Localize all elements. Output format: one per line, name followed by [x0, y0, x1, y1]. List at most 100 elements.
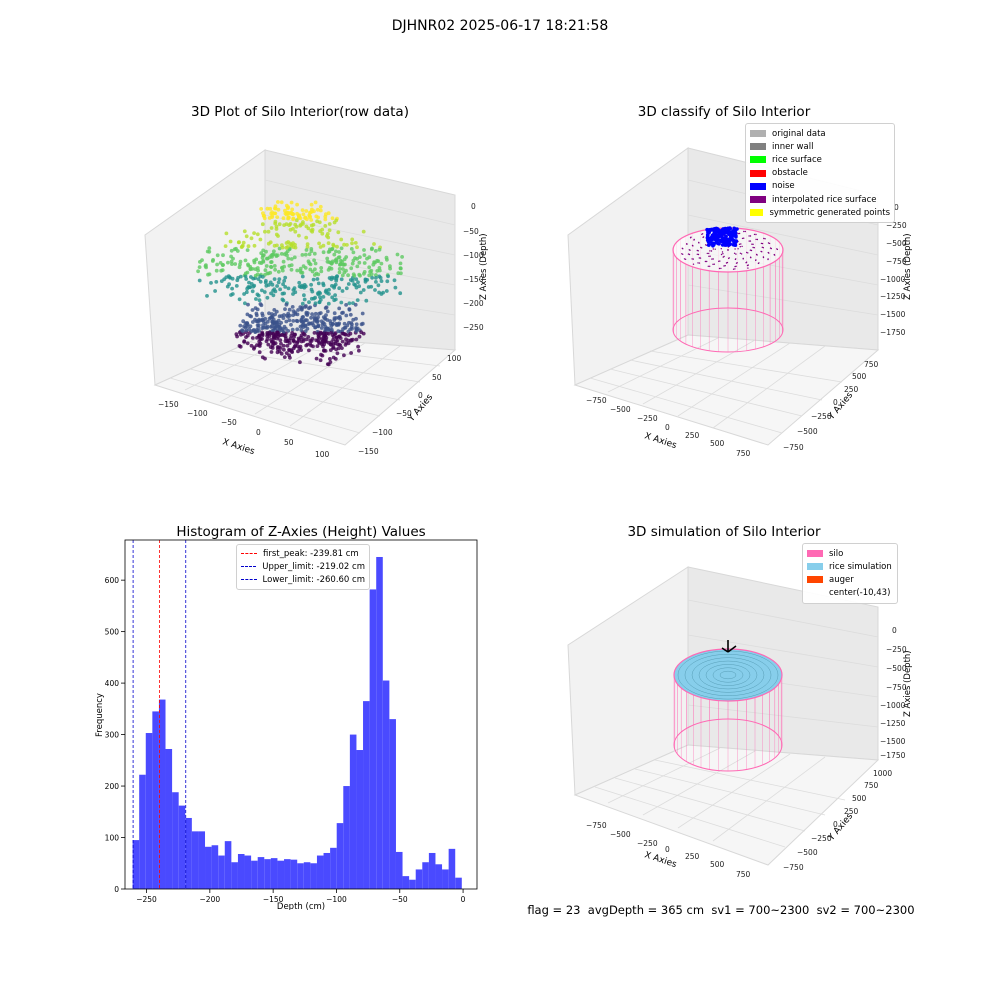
noise-point: [711, 241, 716, 246]
raw-point: [297, 337, 302, 342]
raw-point: [332, 220, 337, 225]
sv1-value: sv1 = 700~2300: [711, 903, 810, 917]
raw-point: [215, 253, 220, 258]
interpolated-point: [711, 258, 713, 260]
raw-point: [337, 306, 342, 311]
raw-point: [315, 207, 320, 212]
interpolated-point: [763, 237, 765, 240]
sim-xtick: −750: [586, 821, 607, 830]
classify-ytick: −250: [811, 412, 832, 421]
raw-point: [252, 243, 257, 248]
raw-point: [388, 266, 392, 271]
raw-point: [309, 287, 314, 292]
histogram-bar: [415, 869, 423, 889]
raw-point: [287, 338, 291, 343]
raw-point: [305, 242, 310, 246]
raw-point: [316, 215, 320, 220]
sim-legend-swatch: [807, 550, 823, 558]
interpolated-point: [697, 253, 700, 256]
raw-point: [277, 246, 282, 251]
classify-plot-title: 3D classify of Silo Interior: [637, 104, 811, 120]
sim-ytick: 750: [864, 781, 879, 790]
rice-sim-ring: [719, 670, 737, 680]
raw-point: [254, 311, 259, 316]
raw-point: [242, 229, 247, 234]
raw-point: [298, 266, 303, 271]
raw-point: [250, 289, 255, 294]
raw-point: [295, 319, 300, 324]
interpolated-point: [724, 265, 726, 267]
raw-point: [291, 338, 296, 343]
raw-point: [349, 247, 354, 251]
raw-point: [249, 343, 254, 348]
raw-point: [338, 336, 343, 340]
interpolated-point: [714, 248, 716, 250]
histogram-bar: [139, 774, 146, 889]
sim-ztick: −500: [886, 664, 907, 673]
raw-point: [339, 277, 344, 282]
raw-point: [258, 341, 263, 346]
raw-point: [322, 348, 326, 353]
classify-legend-label: inner wall: [772, 141, 814, 152]
histogram-x-tick: −250: [136, 895, 157, 904]
raw-point: [239, 332, 243, 337]
raw-point: [272, 264, 277, 268]
raw-point: [318, 311, 323, 315]
raw-point: [320, 231, 325, 236]
interpolated-point: [734, 248, 736, 250]
raw-point: [221, 253, 225, 258]
raw-z-label: Z Axies (Depth): [479, 233, 489, 300]
raw-point: [264, 279, 268, 283]
raw-point: [282, 223, 286, 227]
raw-point: [304, 337, 309, 342]
raw-point: [326, 268, 331, 272]
interpolated-point: [722, 253, 724, 255]
classify-xtick: 750: [736, 449, 751, 458]
raw-point: [230, 286, 235, 291]
raw-point: [260, 326, 265, 331]
raw-point: [265, 326, 269, 330]
interpolated-point: [747, 252, 749, 254]
interpolated-point: [739, 252, 742, 254]
raw-point: [282, 279, 287, 283]
raw-point: [353, 283, 358, 287]
histogram-bar: [185, 817, 192, 889]
interpolated-point: [705, 244, 707, 246]
raw-point: [273, 206, 278, 211]
raw-point: [336, 323, 341, 327]
raw-point: [348, 327, 352, 332]
raw-point: [330, 275, 334, 280]
raw-point: [334, 278, 339, 283]
raw-point: [281, 316, 286, 320]
raw-point: [317, 241, 321, 246]
raw-x-label: X Axies: [221, 437, 256, 457]
raw-point: [299, 270, 304, 275]
raw-point: [304, 209, 309, 213]
raw-point: [319, 331, 323, 336]
noise-point: [706, 230, 710, 235]
raw-point: [263, 229, 267, 234]
interpolated-point: [691, 258, 693, 260]
raw-point: [312, 273, 317, 277]
noise-point: [728, 226, 732, 230]
raw-point: [344, 286, 349, 291]
raw-point: [361, 288, 366, 292]
interpolated-point: [743, 237, 745, 239]
interpolated-point: [748, 240, 750, 242]
raw-point: [287, 307, 292, 312]
raw-point: [273, 219, 278, 224]
raw-point: [243, 258, 248, 263]
raw-point: [275, 350, 280, 355]
raw-point: [279, 320, 283, 325]
raw-point: [328, 342, 333, 347]
classify-z-label: Z Axies (Depth): [903, 233, 913, 300]
raw-point: [304, 304, 308, 308]
interpolated-point: [682, 253, 684, 255]
histogram-x-tick: 0: [461, 895, 466, 904]
raw-point: [316, 315, 320, 320]
raw-point: [278, 287, 282, 292]
raw-point: [284, 326, 288, 331]
raw-point: [254, 297, 258, 301]
raw-point: [297, 284, 302, 289]
histogram-bar: [395, 851, 403, 889]
